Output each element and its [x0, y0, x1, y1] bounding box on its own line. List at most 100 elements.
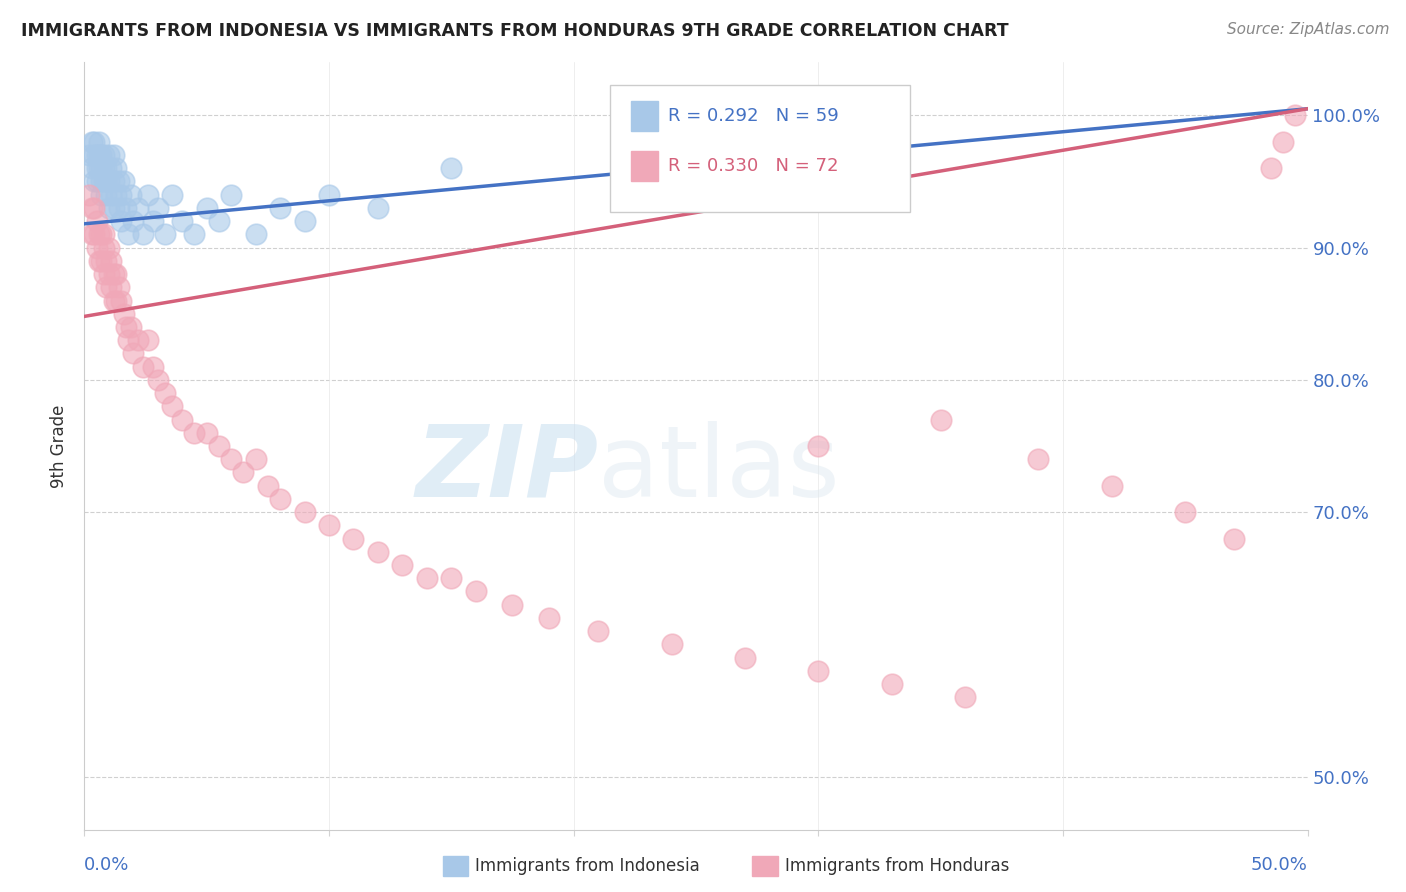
Text: R = 0.330   N = 72: R = 0.330 N = 72 [668, 157, 838, 175]
Point [87, 148, 110, 162]
Point [127, 201, 149, 215]
Point [136, 333, 159, 347]
Point [586, 624, 609, 639]
FancyBboxPatch shape [610, 86, 910, 212]
Point [183, 227, 205, 242]
Point [110, 293, 132, 308]
Point [122, 214, 145, 228]
Point [661, 637, 683, 651]
Point [80, 161, 103, 176]
Point [294, 214, 316, 228]
Point [86, 161, 108, 176]
Point [183, 425, 205, 440]
Point [117, 333, 139, 347]
Point [112, 307, 135, 321]
Point [97, 201, 120, 215]
Point [1260, 161, 1282, 176]
Point [1101, 478, 1123, 492]
Point [146, 373, 169, 387]
Point [153, 227, 176, 242]
Point [807, 664, 830, 678]
Text: atlas: atlas [598, 420, 839, 517]
Point [318, 187, 340, 202]
Point [1223, 532, 1246, 546]
Point [93, 161, 115, 176]
Point [294, 505, 316, 519]
Point [105, 161, 128, 176]
Point [245, 452, 267, 467]
Point [100, 187, 122, 202]
Text: Immigrants from Indonesia: Immigrants from Indonesia [475, 857, 700, 875]
Point [117, 227, 139, 242]
Point [208, 439, 231, 453]
Point [120, 187, 142, 202]
Point [1028, 452, 1050, 467]
Point [127, 333, 149, 347]
Point [96, 174, 118, 188]
Point [103, 148, 125, 162]
Point [105, 267, 128, 281]
Point [120, 320, 142, 334]
Point [464, 584, 486, 599]
Point [97, 174, 120, 188]
Point [172, 412, 194, 426]
Point [1284, 108, 1306, 122]
Point [142, 359, 165, 374]
Point [132, 359, 155, 374]
Point [195, 201, 218, 215]
Point [146, 201, 169, 215]
Point [1272, 135, 1295, 149]
Point [1174, 505, 1197, 519]
Point [880, 677, 903, 691]
Point [80, 227, 103, 242]
Point [80, 135, 103, 149]
Point [257, 478, 280, 492]
Point [115, 320, 138, 334]
Bar [631, 151, 658, 181]
Point [110, 187, 132, 202]
Point [86, 214, 108, 228]
Point [807, 439, 830, 453]
Point [367, 201, 389, 215]
Point [103, 201, 125, 215]
Point [83, 201, 105, 215]
Point [97, 267, 120, 281]
Point [734, 650, 756, 665]
Point [416, 571, 439, 585]
Point [87, 161, 110, 176]
Point [269, 201, 291, 215]
Point [105, 293, 128, 308]
Point [90, 161, 112, 176]
Point [87, 253, 110, 268]
Point [100, 280, 122, 294]
Point [107, 280, 129, 294]
Point [86, 241, 108, 255]
Point [93, 174, 115, 188]
Point [96, 280, 118, 294]
Point [172, 214, 194, 228]
Point [90, 148, 112, 162]
Text: ZIP: ZIP [415, 420, 598, 517]
Point [83, 148, 105, 162]
Point [90, 187, 112, 202]
Point [96, 187, 118, 202]
Point [90, 174, 112, 188]
Point [97, 148, 120, 162]
Point [83, 135, 105, 149]
Point [93, 241, 115, 255]
Point [391, 558, 413, 572]
Point [342, 532, 364, 546]
Point [440, 571, 463, 585]
Point [162, 400, 184, 414]
Point [208, 214, 231, 228]
Text: 50.0%: 50.0% [1251, 856, 1308, 874]
Point [162, 187, 184, 202]
Point [83, 227, 105, 242]
Point [96, 161, 118, 176]
Point [112, 174, 135, 188]
Bar [631, 101, 658, 131]
Point [90, 253, 112, 268]
Point [93, 148, 115, 162]
Point [107, 201, 129, 215]
Point [87, 227, 110, 242]
